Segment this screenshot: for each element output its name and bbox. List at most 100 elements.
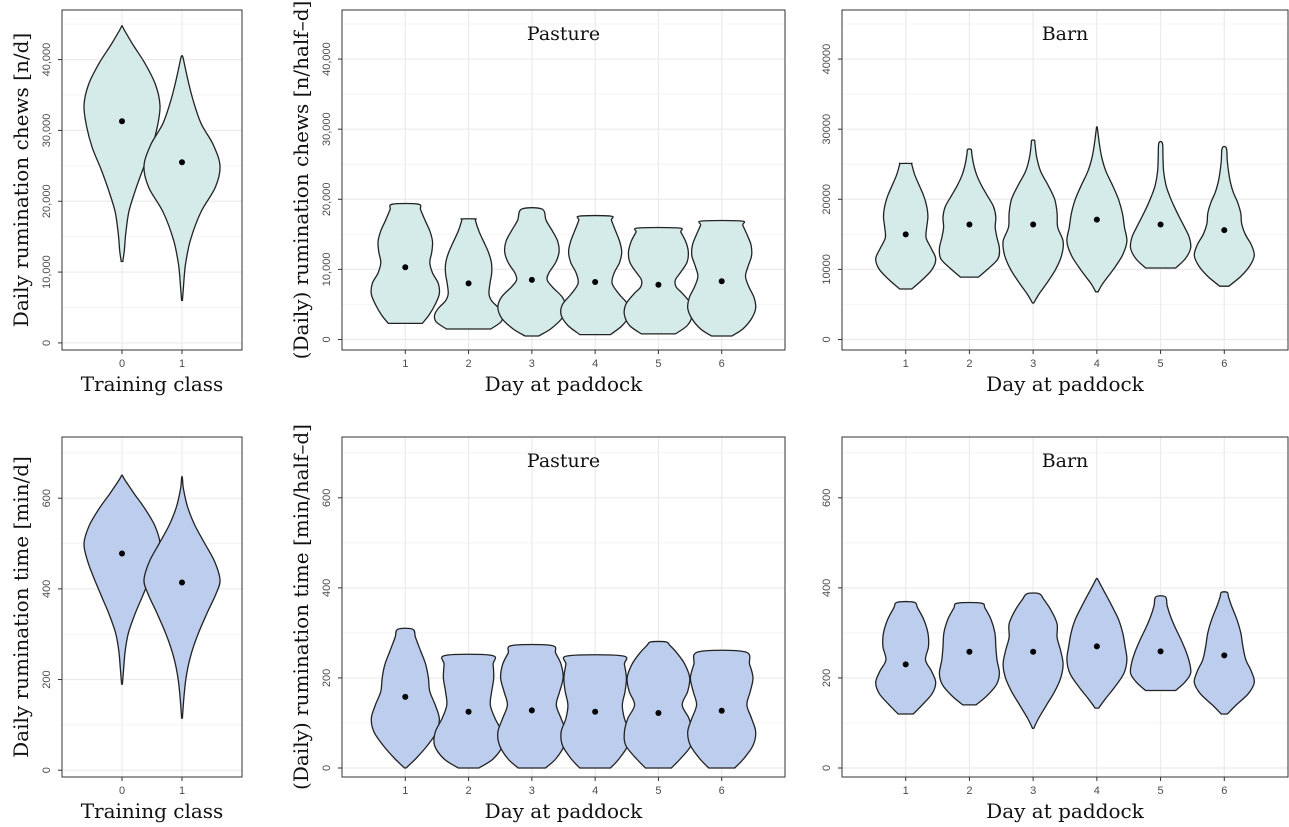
violin-time-barn-3 — [1002, 592, 1064, 730]
mean-point-chews-pasture-3 — [528, 276, 535, 283]
panel-title: Pasture — [527, 450, 600, 472]
x-tick-label: 5 — [1158, 785, 1164, 797]
panel-border — [61, 436, 243, 778]
violin-time-barn-1 — [875, 600, 937, 715]
y-tick-label: 40,000 — [321, 42, 333, 76]
violin-chews-pasture-6 — [686, 219, 757, 337]
panel-time-training: 0 200 400 600 0 1 Training class Daily ruminati… — [9, 436, 243, 823]
violin-chews-barn-5 — [1129, 140, 1192, 269]
x-axis-title: Training class — [81, 372, 224, 396]
mean-point-time-barn-3 — [1030, 648, 1037, 655]
x-axis-title: Day at paddock — [986, 372, 1145, 396]
panel-chews-training: 0 10,000 20,000 30,000 40,000 0 1 Training clas… — [9, 9, 243, 396]
panel-background — [62, 437, 242, 777]
x-tick-label: 6 — [719, 358, 725, 370]
violin-chews-barn-2 — [938, 148, 1001, 278]
x-tick-label: 3 — [1030, 785, 1036, 797]
x-tick-label: 5 — [655, 785, 661, 797]
y-tick-label: 20,000 — [41, 184, 53, 218]
x-axis-title: Day at paddock — [485, 372, 644, 396]
x-tick-label: 4 — [1094, 358, 1100, 370]
y-tick-label: 30,000 — [41, 114, 53, 148]
y-tick-label: 600 — [321, 489, 333, 507]
y-axis-title: Daily rumination time [min/d] — [9, 456, 33, 758]
mean-point-time-barn-6 — [1221, 652, 1228, 659]
x-tick-label: 1 — [903, 358, 909, 370]
x-tick-label: 6 — [1221, 358, 1227, 370]
y-tick-label: 10,000 — [41, 255, 53, 289]
panel-border — [341, 9, 786, 351]
mean-point-time-pasture-1 — [402, 693, 409, 700]
mean-point-time-pasture-5 — [655, 710, 662, 717]
x-axis-title: Day at paddock — [485, 799, 644, 823]
mean-point-chews-barn-5 — [1157, 221, 1164, 228]
x-tick-label: 0 — [119, 358, 125, 370]
x-axis-title: Day at paddock — [986, 799, 1145, 823]
mean-point-time-training-0 — [119, 550, 125, 557]
mean-point-time-pasture-6 — [718, 707, 725, 714]
x-tick-label: 3 — [1030, 358, 1036, 370]
y-tick-label: 20000 — [821, 184, 833, 215]
panel-time-pasture: 0 200 400 600 1 2 3 4 5 6 Pasture Day at paddock (Da… — [289, 424, 786, 823]
y-tick-label: 200 — [41, 670, 53, 688]
panel-border — [841, 436, 1289, 778]
y-tick-label: 0 — [41, 340, 53, 346]
panel-title: Barn — [1042, 23, 1089, 45]
mean-point-time-pasture-4 — [592, 708, 599, 715]
panel-border — [341, 436, 786, 778]
mean-point-chews-pasture-6 — [718, 278, 725, 285]
violin-time-training-1 — [143, 475, 221, 719]
panel-chews-pasture: 0 10,000 20,000 30,000 40,000 1 2 3 4 5 6 Pasture Da… — [289, 1, 786, 396]
mean-point-chews-pasture-1 — [402, 264, 409, 271]
y-tick-label: 0 — [321, 336, 333, 342]
violin-time-pasture-5 — [623, 640, 694, 769]
x-tick-label: 1 — [903, 785, 909, 797]
violin-chews-pasture-5 — [623, 226, 694, 335]
y-tick-label: 40,000 — [41, 43, 53, 77]
panel-time-barn: 0 200 400 600 1 2 3 4 5 6 Barn Day at paddock — [821, 436, 1289, 823]
x-tick-label: 4 — [592, 358, 598, 370]
y-tick-label: 200 — [821, 669, 833, 687]
mean-point-chews-training-1 — [179, 159, 185, 166]
violin-time-pasture-3 — [497, 643, 567, 769]
x-tick-label: 2 — [966, 785, 972, 797]
violin-chews-barn-4 — [1066, 126, 1128, 293]
y-tick-label: 400 — [321, 579, 333, 597]
mean-point-chews-pasture-4 — [592, 279, 599, 285]
panel-chews-barn: 0 10000 20000 30000 40000 1 2 3 4 5 6 Barn Day at pa… — [821, 9, 1289, 396]
violin-chews-pasture-4 — [560, 214, 631, 336]
y-tick-label: 20,000 — [321, 182, 333, 216]
y-tick-label: 0 — [41, 767, 53, 773]
mean-point-time-barn-1 — [902, 661, 909, 668]
y-tick-label: 400 — [41, 580, 53, 598]
y-tick-label: 600 — [821, 489, 833, 507]
violin-time-training-0 — [83, 474, 161, 685]
panel-border — [841, 9, 1289, 351]
y-tick-label: 400 — [821, 579, 833, 597]
mean-point-chews-barn-2 — [966, 221, 973, 228]
y-tick-label: 200 — [321, 669, 333, 687]
x-tick-label: 5 — [655, 358, 661, 370]
x-tick-label: 0 — [119, 785, 125, 797]
x-tick-label: 2 — [966, 358, 972, 370]
panel-title: Barn — [1042, 450, 1089, 472]
violin-time-barn-4 — [1066, 577, 1128, 709]
violin-chews-barn-1 — [875, 162, 937, 290]
mean-point-chews-barn-4 — [1093, 216, 1100, 223]
mean-point-chews-pasture-2 — [465, 280, 472, 287]
y-tick-label: 0 — [821, 765, 833, 771]
mean-point-time-barn-5 — [1157, 648, 1164, 655]
x-tick-label: 6 — [719, 785, 725, 797]
y-axis-title: (Daily) rumination time [min/half–d] — [289, 424, 313, 790]
y-tick-label: 30000 — [821, 114, 833, 145]
violin-chews-pasture-2 — [433, 218, 504, 330]
x-tick-label: 2 — [466, 785, 472, 797]
x-axis-title: Training class — [81, 799, 224, 823]
x-tick-label: 1 — [179, 358, 185, 370]
violin-chews-training-1 — [143, 54, 221, 302]
y-tick-label: 30,000 — [321, 112, 333, 146]
mean-point-time-training-1 — [179, 579, 185, 586]
mean-point-chews-training-0 — [119, 118, 125, 125]
x-tick-label: 6 — [1221, 785, 1227, 797]
